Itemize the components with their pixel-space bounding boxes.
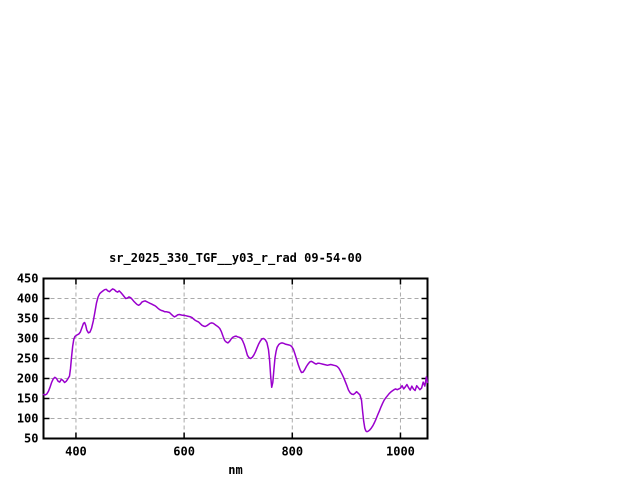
x-tick-label: 1000 [386,445,415,459]
x-tick-label: 600 [173,445,195,459]
x-axis-label: nm [228,463,242,477]
tick-labels: 400 600 800 1000 50 100 150 200 250 300 350 400 450 [17,272,415,459]
x-tick-label: 400 [65,445,87,459]
y-tick-label: 150 [17,392,39,406]
series-line [42,288,429,433]
y-tick-label: 250 [17,352,39,366]
chart-title: sr_2025_330_TGF__y03_r_rad 09-54-00 [109,251,362,266]
y-tick-label: 400 [17,292,39,306]
y-tick-label: 100 [17,412,39,426]
y-tick-label: 50 [24,432,38,446]
y-tick-label: 350 [17,312,39,326]
grid-lines [43,278,428,439]
y-tick-label: 200 [17,372,39,386]
x-tick-label: 800 [281,445,303,459]
spectrum-curve [42,288,429,433]
y-tick-label: 300 [17,332,39,346]
y-tick-label: 450 [17,272,39,286]
plot-border [42,277,429,440]
